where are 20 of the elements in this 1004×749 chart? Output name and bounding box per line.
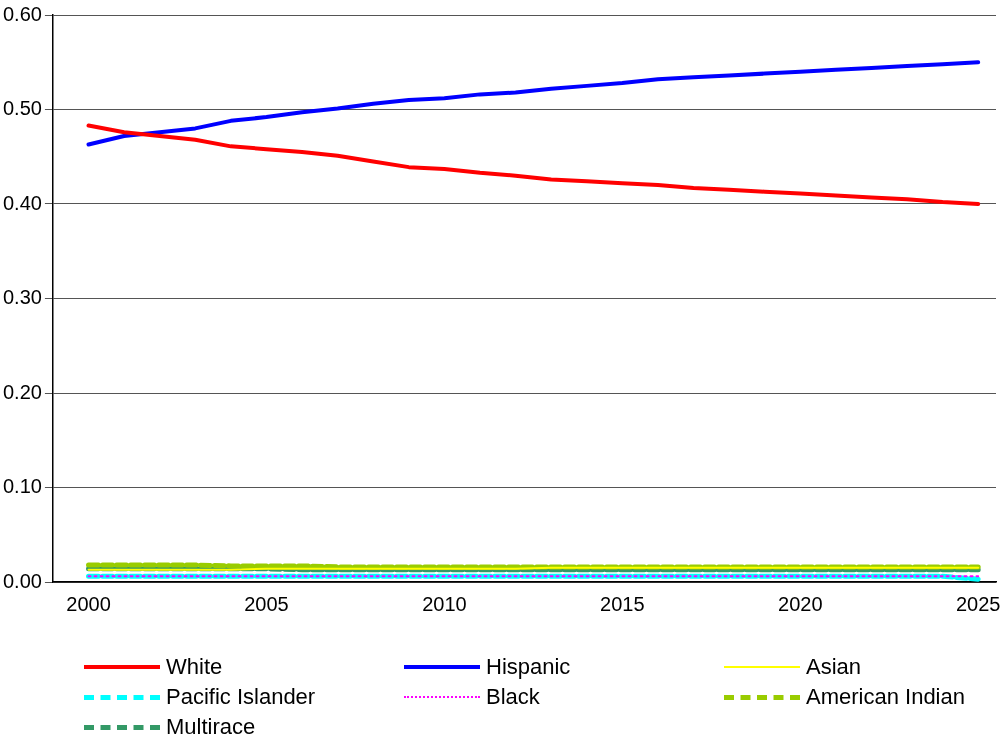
y-tick-label: 0.00 xyxy=(2,569,42,592)
x-tick-label: 2020 xyxy=(778,592,823,615)
legend-label: White xyxy=(166,654,223,680)
legend-label: Black xyxy=(486,684,540,710)
y-tick-label: 0.30 xyxy=(2,286,42,309)
x-tick-label: 2010 xyxy=(422,592,467,615)
x-tick-label: 2015 xyxy=(600,592,645,615)
legend-label: Hispanic xyxy=(486,654,571,680)
y-tick-label: 0.50 xyxy=(2,97,42,120)
x-tick-label: 2005 xyxy=(244,592,289,615)
legend-label: Multirace xyxy=(166,714,256,740)
legend-label: American Indian xyxy=(806,684,965,710)
y-tick-label: 0.10 xyxy=(2,475,42,498)
y-tick-label: 0.20 xyxy=(2,380,42,403)
y-tick-label: 0.40 xyxy=(2,191,42,214)
x-tick-label: 2000 xyxy=(66,592,111,615)
legend-label: Pacific Islander xyxy=(166,684,316,710)
x-tick-label: 2025 xyxy=(955,592,1001,615)
y-tick-label: 0.60 xyxy=(2,2,42,25)
legend-label: Asian xyxy=(806,654,862,680)
